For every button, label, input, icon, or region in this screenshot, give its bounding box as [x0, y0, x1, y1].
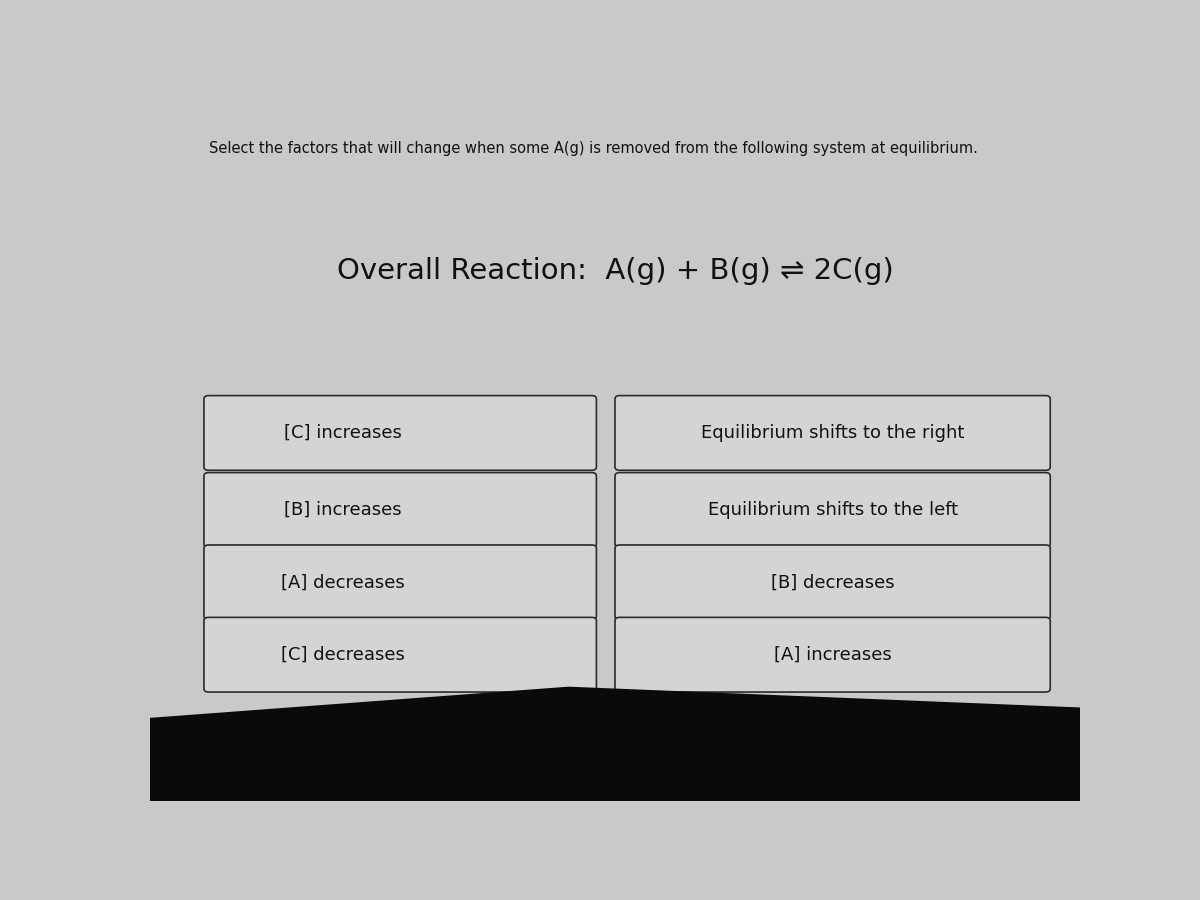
FancyBboxPatch shape [204, 396, 596, 471]
Text: Equilibrium shifts to the left: Equilibrium shifts to the left [708, 501, 958, 519]
FancyBboxPatch shape [616, 396, 1050, 471]
Text: Equilibrium shifts to the right: Equilibrium shifts to the right [701, 424, 965, 442]
Polygon shape [150, 687, 1080, 801]
Text: [A] increases: [A] increases [774, 645, 892, 663]
FancyBboxPatch shape [616, 472, 1050, 547]
Text: [B] decreases: [B] decreases [770, 573, 894, 591]
Text: [B] increases: [B] increases [284, 501, 402, 519]
Text: Select the factors that will change when some A(g) is removed from the following: Select the factors that will change when… [209, 140, 978, 156]
FancyBboxPatch shape [204, 472, 596, 547]
Text: Overall Reaction:  A(g) + B(g) ⇌ 2C(g): Overall Reaction: A(g) + B(g) ⇌ 2C(g) [337, 256, 893, 285]
Text: [C] increases: [C] increases [283, 424, 402, 442]
FancyBboxPatch shape [204, 545, 596, 620]
FancyBboxPatch shape [616, 545, 1050, 620]
FancyBboxPatch shape [616, 617, 1050, 692]
Text: [A] decreases: [A] decreases [281, 573, 404, 591]
FancyBboxPatch shape [204, 617, 596, 692]
Text: [C] decreases: [C] decreases [281, 645, 404, 663]
